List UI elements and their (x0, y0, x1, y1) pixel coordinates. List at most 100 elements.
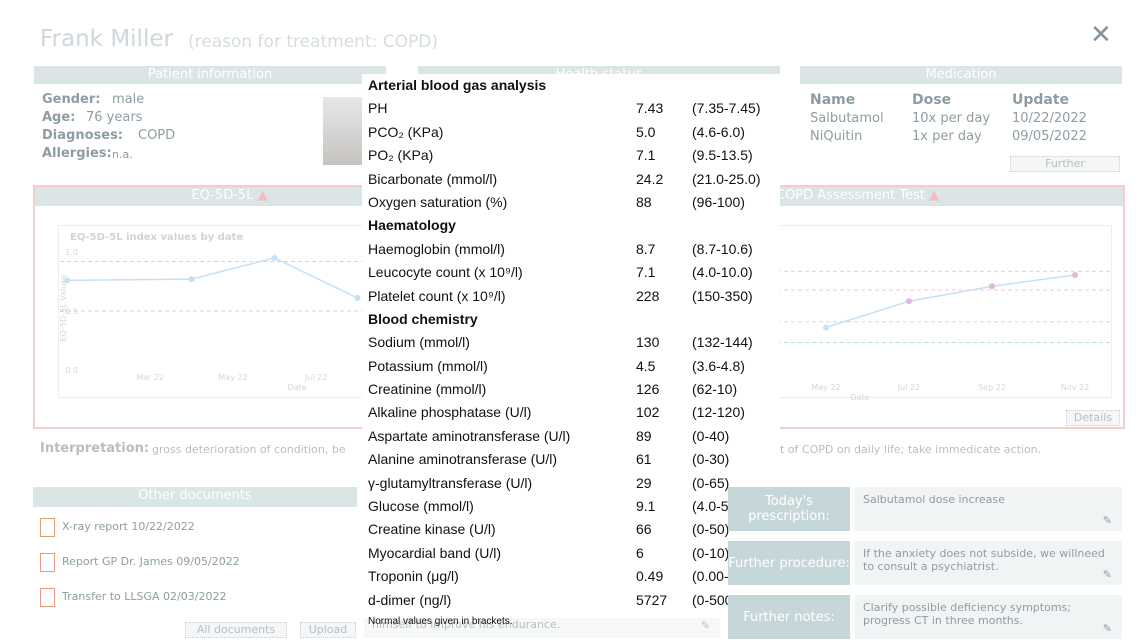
edit-icon[interactable]: ✎ (1103, 514, 1112, 527)
edit-icon[interactable]: ✎ (1103, 568, 1112, 581)
screen: Frank Miller (reason for treatment: COPD… (0, 0, 1140, 643)
test-name: Myocardial band (U/l) (368, 542, 501, 565)
lab-row: Myocardial band (U/l) 6 (0-10) (368, 542, 778, 565)
cell: Salbutamol (810, 111, 884, 126)
test-name: Oxygen saturation (%) (368, 191, 507, 214)
normal-range: (4.0-10.0) (692, 261, 753, 284)
test-value: 130 (636, 331, 659, 354)
field-value: male (112, 92, 144, 107)
column-header: Update (1012, 92, 1069, 108)
test-value: 8.7 (636, 238, 655, 261)
test-name: Alanine aminotransferase (U/l) (368, 448, 557, 471)
section-title: Arterial blood gas analysis (368, 74, 778, 97)
cell: 1x per day (912, 129, 982, 144)
test-name: Sodium (mmol/l) (368, 331, 470, 354)
note-text: Clarify possible deficiency symptoms; pr… (863, 601, 1071, 627)
cell: NiQuitin (810, 129, 862, 144)
test-value: 88 (636, 191, 652, 214)
test-name: Potassium (mmol/l) (368, 355, 488, 378)
test-value: 24.2 (636, 168, 663, 191)
field-label: Age: (42, 110, 75, 125)
lab-row: Leucocyte count (x 10⁹/l) 7.1 (4.0-10.0) (368, 261, 778, 284)
test-value: 6 (636, 542, 644, 565)
test-value: 7.1 (636, 144, 655, 167)
lab-row: PCO₂ (KPa) 5.0 (4.6-6.0) (368, 121, 778, 144)
test-name: Creatinine (mmol/l) (368, 378, 486, 401)
test-name: Troponin (μg/l) (368, 565, 459, 588)
test-value: 7.1 (636, 261, 655, 284)
normal-range: (8.7-10.6) (692, 238, 753, 261)
column-header: Dose (912, 92, 951, 108)
document-link[interactable]: Transfer to LLSGA 02/03/2022 (62, 590, 226, 603)
test-value: 7.43 (636, 97, 663, 120)
normal-range: (0-65) (692, 472, 729, 495)
test-value: 29 (636, 472, 652, 495)
lab-row: d-dimer (ng/l)5727(0-500) (368, 589, 778, 612)
lab-row: Glucose (mmol/l)9.1(4.0-5.4) (368, 495, 778, 518)
footnote: Normal values given in brackets. (368, 616, 778, 627)
test-name: Aspartate aminotransferase (U/l) (368, 425, 570, 448)
test-name: Glucose (mmol/l) (368, 495, 474, 518)
field-label: Diagnoses: (42, 128, 123, 143)
lab-row: Potassium (mmol/l) 4.5 (3.6-4.8) (368, 355, 778, 378)
note-text: Salbutamol dose increase (863, 493, 1005, 506)
test-value: 4.5 (636, 355, 655, 378)
normal-range: (132-144) (692, 331, 753, 354)
normal-range: (150-350) (692, 285, 753, 308)
test-value: 5727 (636, 589, 667, 612)
note-box: If the anxiety does not subside, we will… (855, 541, 1122, 585)
test-name: γ-glutamyltransferase (U/l) (368, 472, 532, 495)
test-name: Haemoglobin (mmol/l) (368, 238, 505, 261)
note-label: Further notes: (728, 595, 850, 639)
lab-row: Platelet count (x 10⁹/l)228(150-350) (368, 285, 778, 308)
lab-row: Alkaline phosphatase (U/l)102(12-120) (368, 401, 778, 424)
lab-row: Aspartate aminotransferase (U/l) 89 (0-40) (368, 425, 778, 448)
column-header: Name (810, 92, 855, 108)
field-value: 76 years (86, 110, 142, 125)
note-label: Today's prescription: (728, 487, 850, 531)
normal-range: (0-40) (692, 425, 729, 448)
test-name: PO₂ (KPa) (368, 144, 433, 167)
lab-row: Haemoglobin (mmol/l) 8.7 (8.7-10.6) (368, 238, 778, 261)
normal-range: (3.6-4.8) (692, 355, 745, 378)
document-link[interactable]: X-ray report 10/22/2022 (62, 520, 195, 533)
field-value: n.a. (112, 148, 133, 161)
note-text: If the anxiety does not subside, we will… (863, 547, 1105, 573)
test-value: 5.0 (636, 121, 655, 144)
test-name: Leucocyte count (x 10⁹/l) (368, 261, 523, 284)
note-box: Salbutamol dose increase ✎ (855, 487, 1122, 531)
lab-row: PO₂ (KPa) 7.1 (9.5-13.5) (368, 144, 778, 167)
lab-row: Creatine kinase (U/l)66(0-50) (368, 518, 778, 541)
normal-range: (0-50) (692, 518, 729, 541)
test-value: 126 (636, 378, 659, 401)
pdf-icon (40, 588, 55, 607)
field-value: COPD (138, 128, 175, 143)
lab-row: Bicarbonate (mmol/l) 24.2 (21.0-25.0) (368, 168, 778, 191)
normal-range: (9.5-13.5) (692, 144, 753, 167)
test-name: PCO₂ (KPa) (368, 121, 443, 144)
normal-range: (4.6-6.0) (692, 121, 745, 144)
normal-range: (21.0-25.0) (692, 168, 760, 191)
test-value: 66 (636, 518, 652, 541)
lab-row: Troponin (μg/l)0.49(0.00-0.04) (368, 565, 778, 588)
lab-row: γ-glutamyltransferase (U/l) 29 (0-65) (368, 472, 778, 495)
normal-range: (62-10) (692, 378, 737, 401)
normal-range: (96-100) (692, 191, 745, 214)
cell: 10x per day (912, 111, 990, 126)
document-link[interactable]: Report GP Dr. James 09/05/2022 (62, 555, 240, 568)
test-name: d-dimer (ng/l) (368, 589, 451, 612)
normal-range: (0-10) (692, 542, 729, 565)
section-title: Blood chemistry (368, 308, 778, 331)
test-value: 61 (636, 448, 652, 471)
test-value: 228 (636, 285, 659, 308)
test-value: 9.1 (636, 495, 655, 518)
test-name: Bicarbonate (mmol/l) (368, 168, 497, 191)
pdf-icon (40, 518, 55, 537)
test-value: 0.49 (636, 565, 663, 588)
cell: 09/05/2022 (1012, 129, 1087, 144)
test-value: 89 (636, 425, 652, 448)
edit-icon[interactable]: ✎ (1103, 622, 1112, 635)
